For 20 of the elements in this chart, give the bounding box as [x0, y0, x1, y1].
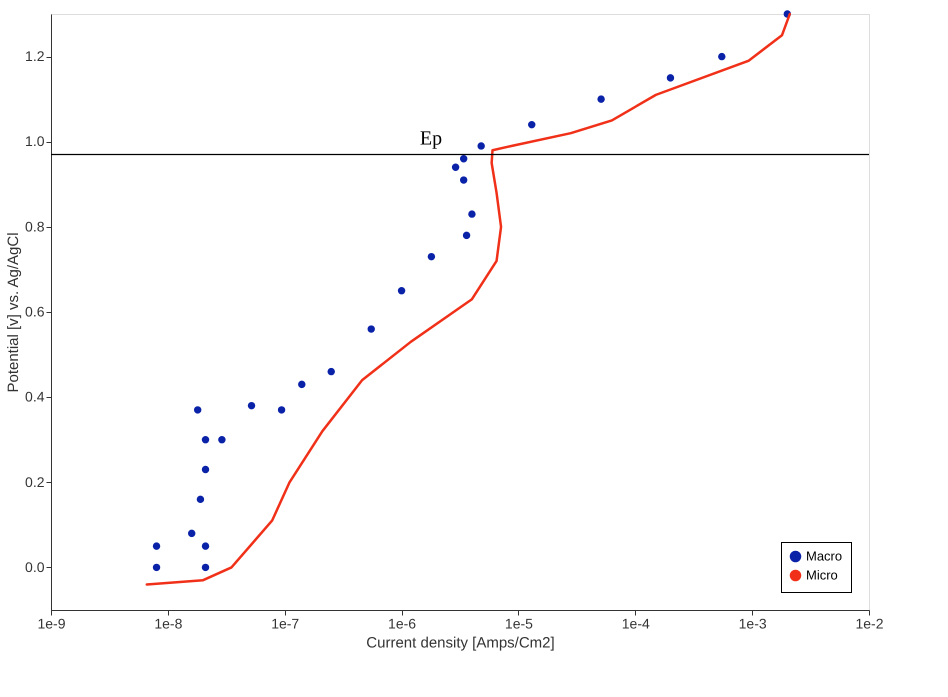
x-tick-label: 1e-8 — [154, 616, 183, 632]
x-tick-label: 1e-5 — [504, 616, 534, 632]
y-tick-label: 0.4 — [25, 388, 45, 405]
x-axis-title: Current density [Amps/Cm2] — [366, 634, 555, 652]
legend-label: Macro — [806, 548, 842, 564]
y-tick-label: 0.0 — [25, 558, 45, 575]
y-tick-label: 1.0 — [25, 133, 45, 150]
y-tick-label: 0.6 — [25, 304, 45, 320]
x-tick-label: 1e-6 — [388, 616, 416, 632]
x-tick-label: 1e-4 — [622, 616, 650, 632]
x-tick-label: 1e-7 — [271, 616, 300, 632]
x-tick-label: 1e-3 — [738, 616, 767, 632]
x-tick-label: 1e-2 — [855, 616, 884, 632]
x-tick-label: 1e-9 — [37, 616, 66, 632]
legend-label: Micro — [806, 568, 838, 582]
y-tick-label: 0.8 — [25, 218, 45, 234]
y-tick-label: 0.2 — [25, 474, 45, 490]
y-tick-label: 1.2 — [25, 48, 45, 64]
y-axis-title: Potential [v] vs. Ag/AgCl — [5, 232, 22, 393]
ref-line-label: Ep — [420, 127, 442, 150]
